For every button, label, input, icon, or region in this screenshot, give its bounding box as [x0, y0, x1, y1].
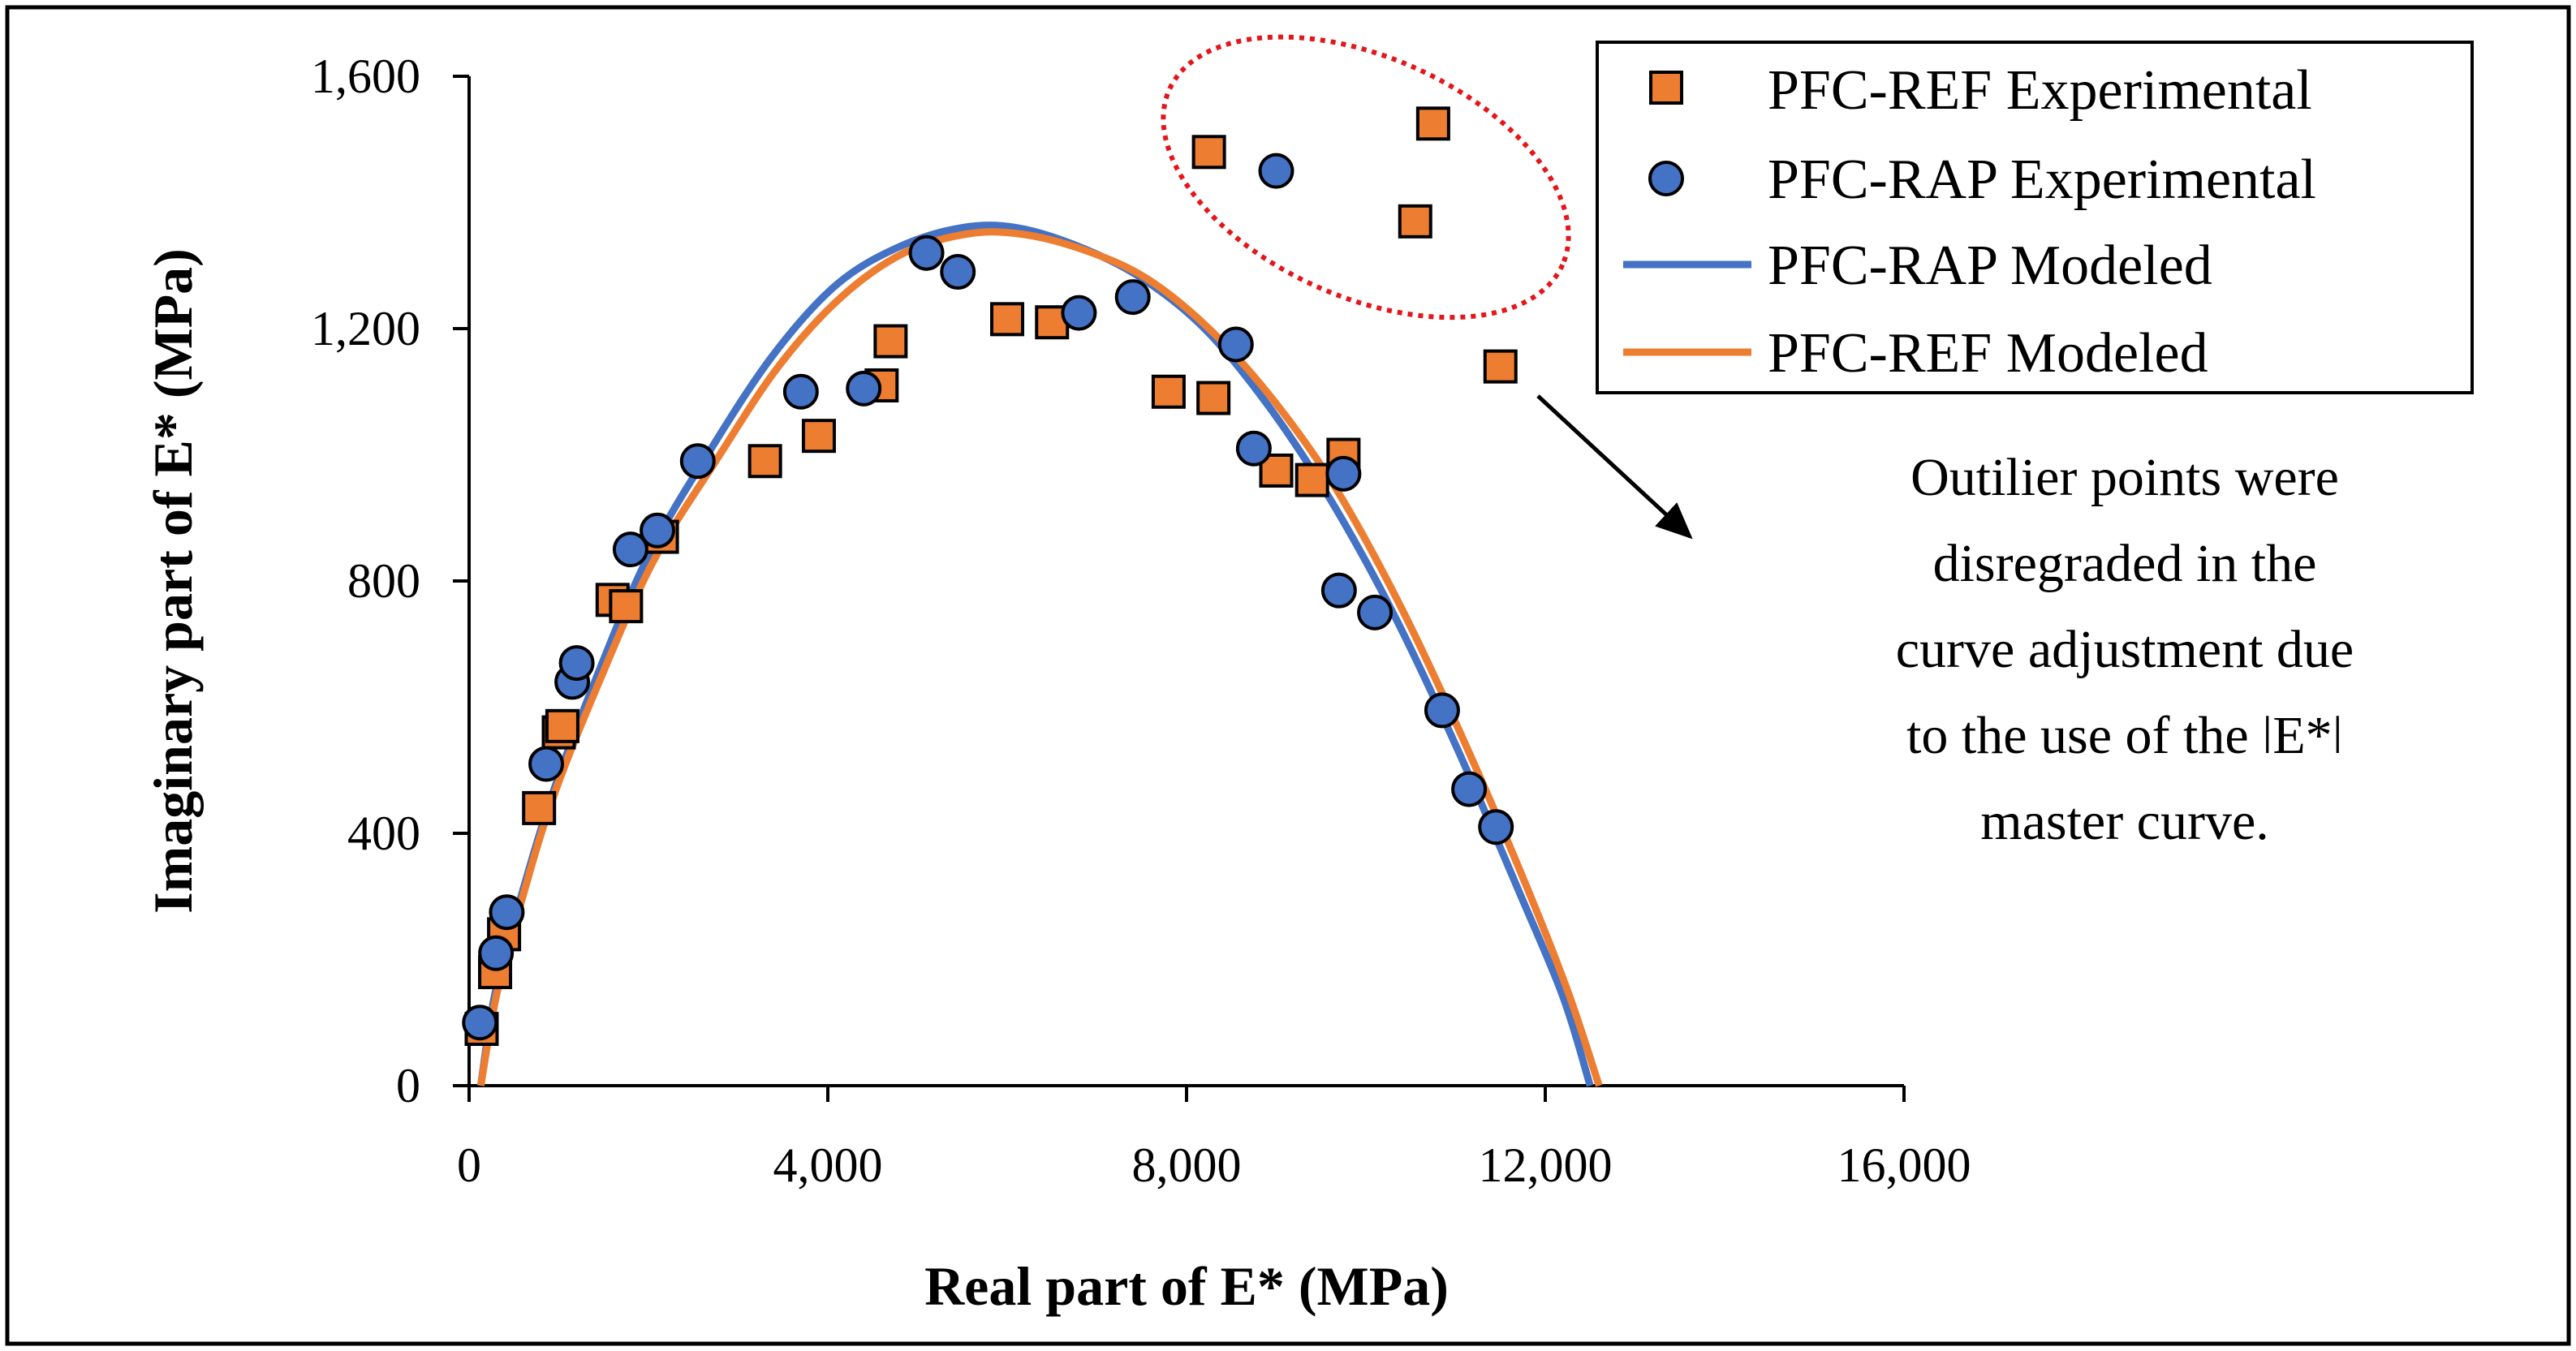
outlier-annotation: Outilier points were disregraded in the … — [1161, 34, 2354, 851]
plot-area: 0 400 800 1,200 1,600 0 4,000 8,000 12,000 16,00… — [311, 49, 1971, 1192]
x-tick-label: 16,000 — [1837, 1138, 1971, 1192]
point-pfc-rap-experimental — [462, 1005, 498, 1041]
y-axis-title: Imaginary part of E* (MPa) — [142, 248, 204, 914]
experimental-markers — [462, 106, 1518, 1047]
annotation-line-5: master curve. — [1980, 792, 2269, 851]
point-pfc-ref-experimental — [1294, 463, 1329, 497]
point-pfc-rap-experimental — [1325, 455, 1362, 492]
point-pfc-rap-experimental — [558, 645, 595, 682]
legend-marker-rap-experimental — [1648, 161, 1684, 196]
point-pfc-ref-experimental — [522, 790, 557, 825]
point-pfc-rap-experimental — [846, 370, 882, 407]
point-pfc-rap-experimental — [640, 512, 676, 549]
point-pfc-rap-experimental — [1320, 572, 1357, 609]
point-pfc-ref-experimental — [1196, 381, 1231, 415]
point-pfc-ref-experimental — [801, 419, 836, 454]
legend-label-ref-experimental: PFC-REF Experimental — [1768, 59, 2312, 122]
point-pfc-rap-experimental — [908, 234, 945, 271]
point-pfc-ref-experimental — [545, 708, 579, 743]
y-tick-label: 800 — [347, 554, 420, 608]
y-axis-ticks: 0 400 800 1,200 1,600 — [311, 49, 469, 1112]
legend-label-rap-experimental: PFC-RAP Experimental — [1768, 148, 2316, 211]
x-tick-label: 0 — [457, 1138, 481, 1192]
point-pfc-rap-experimental — [1478, 809, 1514, 845]
annotation-line-4: to the use of the ǀE*ǀ — [1906, 706, 2343, 765]
point-pfc-rap-experimental — [1217, 326, 1254, 363]
point-pfc-rap-experimental — [1114, 279, 1151, 316]
point-pfc-ref-experimental — [990, 302, 1024, 337]
point-pfc-ref-experimental — [1259, 453, 1294, 488]
point-pfc-rap-experimental — [679, 443, 716, 480]
point-pfc-ref-experimental — [1483, 349, 1518, 384]
point-pfc-rap-experimental — [489, 894, 525, 931]
x-axis-title: Real part of E* (MPa) — [924, 1255, 1449, 1317]
x-tick-label: 4,000 — [773, 1138, 883, 1192]
point-pfc-ref-experimental — [609, 589, 644, 624]
legend-box — [1596, 41, 2474, 394]
annotation-line-1: Outilier points were — [1910, 448, 2339, 507]
point-pfc-rap-experimental — [1357, 594, 1394, 630]
point-pfc-rap-experimental — [1424, 692, 1460, 729]
point-pfc-ref-experimental — [873, 324, 908, 359]
point-pfc-rap-experimental — [1235, 430, 1272, 467]
point-pfc-rap-experimental — [940, 254, 976, 290]
point-pfc-rap-experimental — [1061, 295, 1097, 331]
legend-label-rap-modeled: PFC-RAP Modeled — [1768, 234, 2212, 297]
legend-label-ref-modeled: PFC-REF Modeled — [1768, 322, 2208, 385]
legend-marker-ref-experimental — [1649, 71, 1683, 105]
point-pfc-ref-experimental — [1191, 135, 1226, 170]
y-tick-label: 1,600 — [311, 49, 420, 103]
point-pfc-rap-experimental — [612, 531, 648, 568]
x-tick-label: 12,000 — [1479, 1138, 1613, 1192]
point-pfc-ref-experimental — [1151, 374, 1186, 409]
point-pfc-rap-experimental — [1451, 771, 1488, 807]
point-pfc-rap-experimental — [528, 746, 565, 782]
y-tick-label: 400 — [347, 807, 420, 860]
point-pfc-rap-experimental — [478, 935, 515, 971]
annotation-line-3: curve adjustment due — [1896, 620, 2354, 679]
point-pfc-ref-experimental — [747, 444, 782, 479]
legend: PFC-REF Experimental PFC-RAP Experimenta… — [1596, 41, 2474, 394]
point-pfc-rap-experimental — [1258, 153, 1294, 189]
annotation-line-2: disregraded in the — [1933, 534, 2317, 593]
y-tick-label: 0 — [396, 1059, 420, 1112]
annotation-arrow — [1536, 394, 1693, 540]
x-tick-label: 8,000 — [1132, 1138, 1242, 1192]
point-pfc-ref-experimental — [1398, 204, 1432, 239]
x-axis-ticks: 0 4,000 8,000 12,000 16,000 — [457, 1086, 1971, 1192]
point-pfc-ref-experimental — [1415, 106, 1450, 141]
y-tick-label: 1,200 — [311, 302, 420, 355]
point-pfc-rap-experimental — [782, 373, 819, 410]
